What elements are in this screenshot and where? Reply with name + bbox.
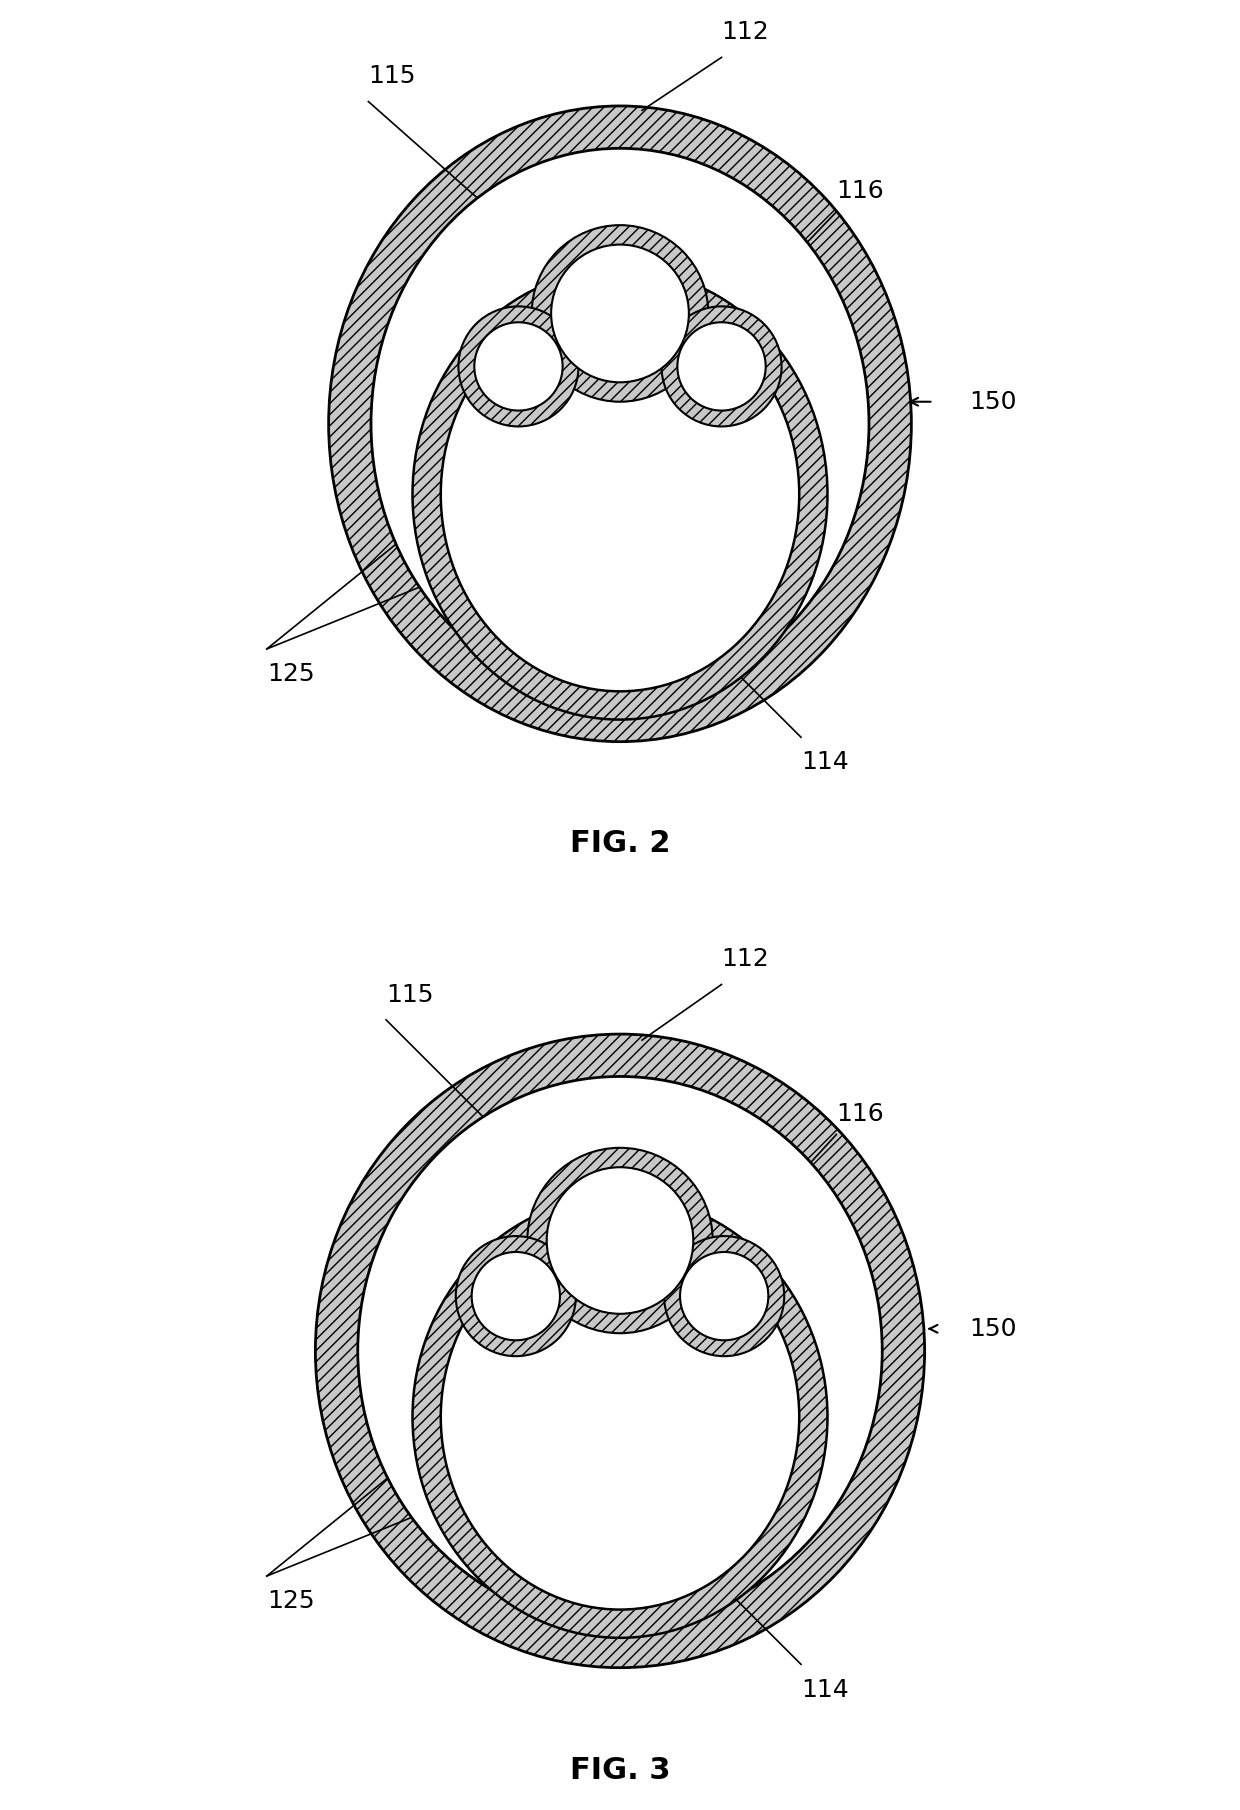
Circle shape: [456, 1236, 575, 1356]
Ellipse shape: [413, 1196, 827, 1638]
Text: 125: 125: [267, 1589, 315, 1613]
Text: 112: 112: [722, 20, 769, 43]
Text: 115: 115: [386, 983, 434, 1006]
Circle shape: [471, 1253, 560, 1339]
Ellipse shape: [358, 1077, 882, 1625]
Ellipse shape: [315, 1034, 925, 1667]
Circle shape: [475, 322, 563, 411]
Ellipse shape: [440, 297, 800, 691]
Circle shape: [677, 322, 765, 411]
Circle shape: [680, 1253, 769, 1339]
Ellipse shape: [413, 270, 827, 720]
Text: FIG. 3: FIG. 3: [569, 1756, 671, 1785]
Text: 112: 112: [722, 947, 769, 972]
Circle shape: [661, 306, 781, 427]
Text: FIG. 2: FIG. 2: [569, 829, 671, 858]
Ellipse shape: [440, 1225, 800, 1609]
Text: 114: 114: [801, 1678, 848, 1701]
Text: 116: 116: [836, 179, 884, 203]
Circle shape: [532, 224, 708, 402]
Text: 125: 125: [267, 662, 315, 686]
Ellipse shape: [371, 148, 869, 699]
Circle shape: [547, 1167, 693, 1314]
Text: 114: 114: [801, 751, 848, 775]
Text: 115: 115: [368, 65, 415, 89]
Circle shape: [527, 1148, 713, 1334]
Text: 116: 116: [836, 1102, 884, 1126]
Text: 150: 150: [968, 389, 1017, 414]
Text: 150: 150: [968, 1318, 1017, 1341]
Ellipse shape: [329, 107, 911, 742]
Circle shape: [665, 1236, 784, 1356]
Circle shape: [551, 244, 689, 382]
Circle shape: [459, 306, 579, 427]
